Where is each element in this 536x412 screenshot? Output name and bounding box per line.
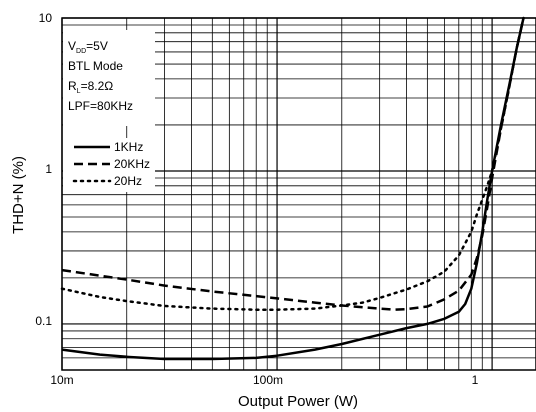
plot-frame <box>61 17 536 371</box>
y-axis-title: THD+N (%) <box>10 156 27 234</box>
legend-label-1khz: 1KHz <box>114 140 143 154</box>
y-tick-label-1: 1 <box>45 162 52 176</box>
x-tick-label-1: 1 <box>472 373 479 387</box>
grid <box>61 17 536 371</box>
condition-vdd: VDD=5V <box>68 39 108 55</box>
plot-border <box>61 17 536 371</box>
series-line-20hz <box>60 16 525 311</box>
x-tick-label-100m: 100m <box>253 373 283 387</box>
condition-lpf: LPF=80KHz <box>68 99 133 113</box>
conditions-background <box>63 30 155 126</box>
legend-label-20hz: 20Hz <box>114 174 142 188</box>
condition-rl: RL=8.2Ω <box>68 79 113 95</box>
y-tick-label-10: 10 <box>39 11 53 25</box>
y-tick-label-0.1: 0.1 <box>35 314 52 328</box>
x-tick-label-10m: 10m <box>50 373 73 387</box>
legend: 1KHz 20KHz 20Hz <box>63 138 155 192</box>
series-layer <box>60 16 525 361</box>
legend-label-20khz: 20KHz <box>114 157 150 171</box>
condition-mode: BTL Mode <box>68 59 123 73</box>
conditions-box: VDD=5V BTL Mode RL=8.2Ω LPF=80KHz <box>63 30 155 126</box>
x-axis-title: Output Power (W) <box>238 393 358 410</box>
